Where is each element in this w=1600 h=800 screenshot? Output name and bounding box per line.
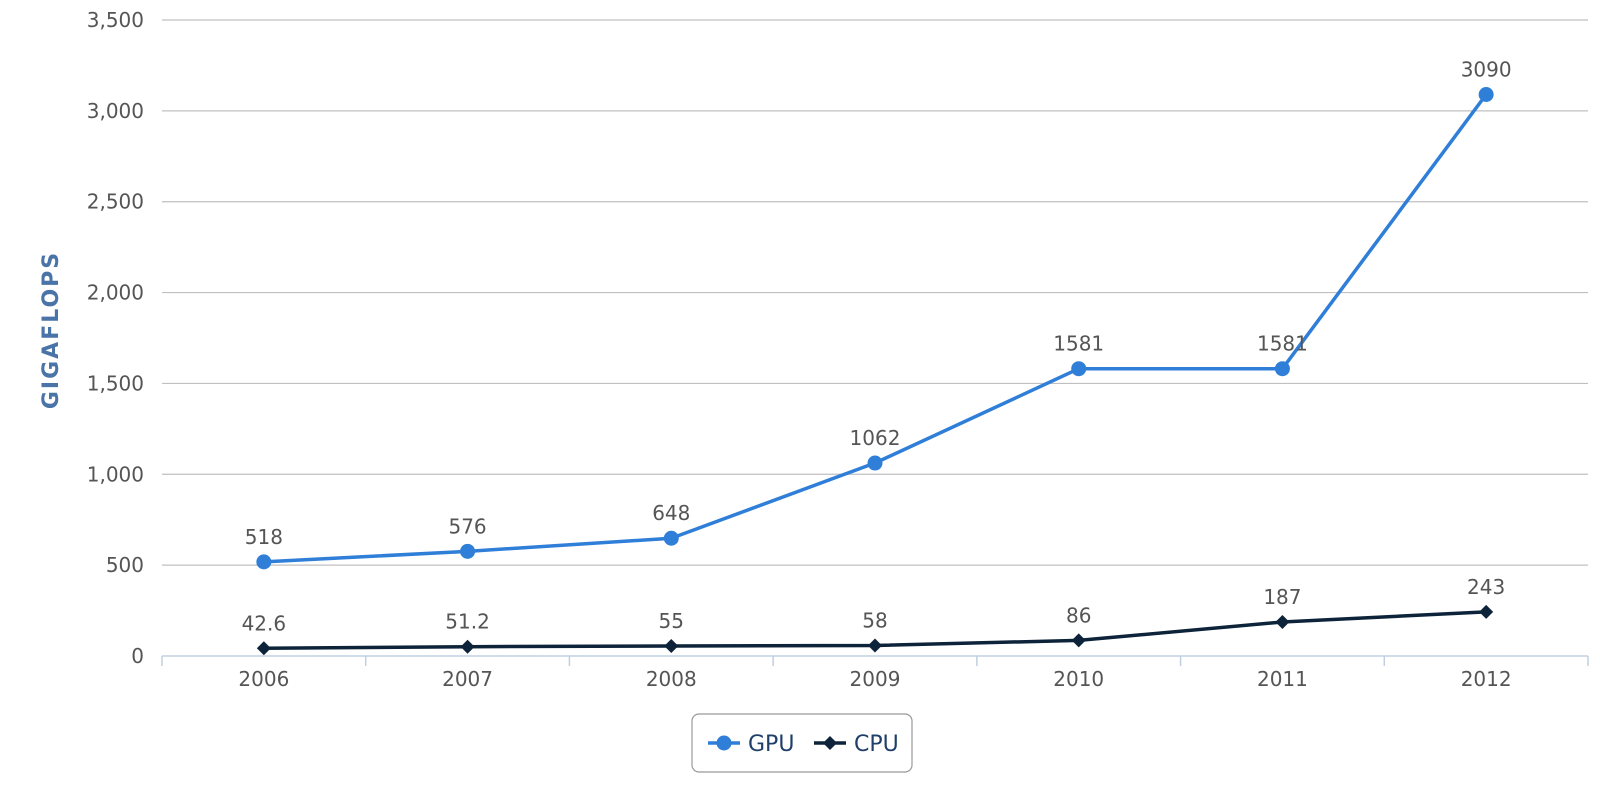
y-tick-label: 1,500 [87,371,144,395]
x-tick-label: 2011 [1257,667,1308,691]
y-tick-label: 0 [131,644,144,668]
legend-label: GPU [748,732,794,757]
data-label: 3090 [1461,58,1512,82]
y-tick-label: 2,500 [87,190,144,214]
data-label: 51.2 [445,610,490,634]
data-label: 243 [1467,575,1505,599]
x-tick-label: 2009 [850,667,901,691]
data-label: 42.6 [242,611,287,635]
y-tick-label: 1,000 [87,462,144,486]
data-point[interactable] [460,639,475,654]
data-label: 187 [1263,585,1301,609]
x-tick-label: 2008 [646,667,697,691]
y-tick-label: 500 [106,553,144,577]
legend-item-gpu[interactable]: GPU [708,732,794,757]
data-point[interactable] [460,543,476,559]
data-label: 86 [1066,603,1091,627]
data-label: 576 [448,514,486,538]
series-gpu: 518 576 648 1062 1581 1581 3090 [245,58,1512,570]
legend-marker [823,736,837,750]
legend-item-cpu[interactable]: CPU [814,732,899,757]
data-label: 1581 [1053,332,1104,356]
series-line [263,93,1488,564]
x-tick-label: 2006 [238,667,289,691]
data-point[interactable] [1478,87,1494,103]
data-point[interactable] [256,554,272,570]
grid-lines [162,19,1588,566]
y-axis-ticks: 0 500 1,000 1,500 2,000 2,500 3,000 3,500 [87,8,144,668]
y-tick-label: 2,000 [87,281,144,305]
data-point[interactable] [1274,361,1290,377]
y-axis-label: GIGAFLOPS [39,251,64,409]
data-point[interactable] [1479,604,1494,619]
y-tick-label: 3,000 [87,99,144,123]
legend-box [691,713,913,773]
data-label: 58 [862,608,887,632]
y-tick-label: 3,500 [87,8,144,32]
legend-marker [716,735,732,751]
legend-label: CPU [854,732,899,757]
data-point[interactable] [867,455,883,471]
data-label: 1581 [1257,332,1308,356]
series-cpu: 42.6 51.2 55 58 86 187 243 [242,575,1505,656]
data-point[interactable] [868,638,882,653]
data-point[interactable] [663,530,679,546]
data-point[interactable] [1275,615,1290,630]
data-point[interactable] [1071,361,1087,377]
data-label: 55 [659,609,684,633]
x-tick-label: 2007 [442,667,493,691]
data-label: 518 [245,525,283,549]
x-axis: 2006 2007 2008 2009 2010 2011 2012 [161,655,1589,691]
data-label: 648 [652,501,690,525]
x-tick-label: 2010 [1053,667,1104,691]
series-layer: 518 576 648 1062 1581 1581 3090 42.6 51.2 55 58 86 1… [242,58,1512,656]
x-tick-label: 2012 [1461,667,1512,691]
data-point[interactable] [256,641,271,656]
legend[interactable]: GPU CPU [691,713,913,773]
data-point[interactable] [664,639,679,654]
data-label: 1062 [850,426,901,450]
data-point[interactable] [1071,633,1086,648]
